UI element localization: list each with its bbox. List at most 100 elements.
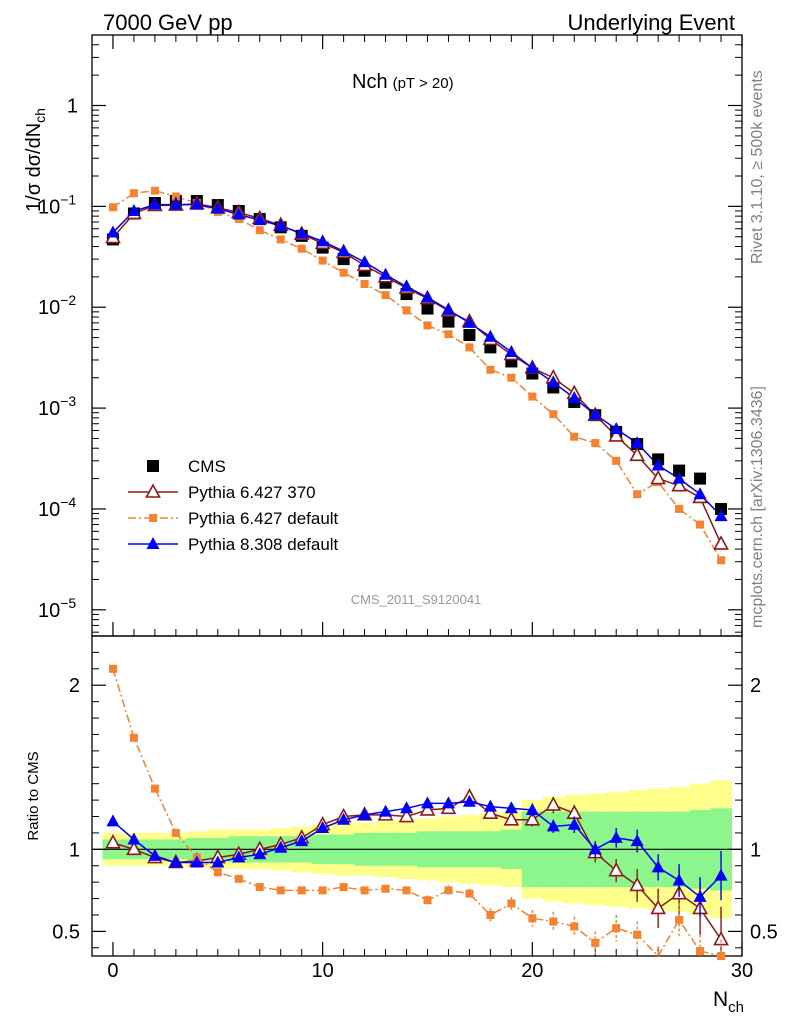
ratio-point-pythia-6-427-default (444, 886, 453, 895)
ratio-point-pythia-8-308-default (504, 801, 518, 814)
plot-title: Nch (pT > 20) (352, 71, 454, 93)
x-tick-label: 10 (312, 960, 334, 982)
legend-marker-pythia-8-308-default (146, 537, 160, 549)
lower-axes: 0.5 0.5 1 1 2 2 (52, 651, 778, 949)
upper-point-pythia-8-308-default (546, 375, 560, 388)
upper-point-pythia-6-427-default (402, 306, 411, 315)
upper-point-cms (442, 315, 455, 328)
ratio-tick-label-right: 2 (750, 675, 761, 697)
ratio-point-pythia-8-308-default (337, 812, 351, 825)
ratio-point-pythia-6-427-370 (650, 899, 666, 915)
ratio-point-pythia-6-427-default (150, 784, 159, 793)
upper-point-pythia-8-308-default (379, 267, 393, 280)
uncertainty-bands (92, 780, 742, 919)
ratio-point-pythia-8-308-default (400, 801, 414, 814)
lower-series (105, 664, 729, 960)
ratio-point-pythia-8-308-default (567, 817, 581, 830)
upper-point-pythia-8-308-default (127, 203, 141, 216)
ratio-point-pythia-8-308-default (651, 860, 665, 873)
ratio-point-pythia-6-427-default (276, 886, 285, 895)
upper-point-pythia-6-427-default (150, 186, 159, 195)
ratio-point-pythia-8-308-default (211, 855, 225, 868)
ratio-point-pythia-6-427-default (528, 914, 537, 923)
upper-point-pythia-8-308-default (504, 344, 518, 357)
process-label: Underlying Event (567, 10, 735, 35)
ratio-point-pythia-6-427-default (696, 947, 705, 956)
upper-point-pythia-6-427-370 (671, 477, 687, 492)
upper-point-pythia-8-308-default (169, 197, 183, 210)
upper-point-pythia-6-427-default (675, 504, 684, 513)
ratio-point-pythia-8-308-default (379, 804, 393, 817)
upper-point-pythia-8-308-default (358, 255, 372, 268)
legend: CMS Pythia 6.427 370 Pythia 6.427 default P… (128, 457, 339, 554)
ratio-point-pythia-6-427-default (381, 884, 390, 893)
upper-point-pythia-6-427-default (549, 410, 558, 419)
upper-point-pythia-8-308-default (274, 218, 288, 231)
upper-point-cms (463, 329, 476, 342)
ratio-point-pythia-8-308-default (358, 807, 372, 820)
upper-point-pythia-8-308-default (148, 197, 162, 210)
ratio-tick-label: 0.5 (52, 921, 80, 943)
ratio-point-pythia-8-308-default (672, 873, 686, 886)
y-tick-label: 10−4 (38, 494, 76, 521)
ratio-point-pythia-8-308-default (630, 834, 644, 847)
upper-point-pythia-6-427-default (129, 189, 138, 198)
ratio-point-pythia-8-308-default (190, 855, 204, 868)
upper-point-pythia-6-427-370 (608, 427, 625, 442)
upper-point-pythia-8-308-default (525, 360, 539, 373)
y-tick-label: 10−1 (38, 191, 76, 218)
upper-point-pythia-6-427-default (360, 279, 369, 288)
ratio-point-pythia-8-308-default (274, 840, 288, 853)
upper-point-pythia-6-427-370 (713, 535, 729, 550)
legend-marker-pythia-6-427-370 (145, 483, 161, 498)
y-tick-label: 1 (67, 95, 78, 117)
upper-point-pythia-6-427-default (696, 520, 705, 529)
mcplots-label: mcplots.cern.ch [arXiv:1306.3436] (749, 386, 766, 628)
ratio-point-pythia-8-308-default (148, 848, 162, 861)
upper-point-pythia-6-427-default (591, 439, 600, 448)
ratio-tick-label: 1 (69, 839, 80, 861)
x-axis: 0 10 20 30 (107, 35, 753, 982)
ratio-point-pythia-6-427-default (171, 828, 180, 837)
upper-point-pythia-6-427-default (339, 268, 348, 277)
ratio-point-pythia-8-308-default (169, 855, 183, 868)
ratio-tick-label-right: 0.5 (750, 921, 778, 943)
upper-point-pythia-6-427-default (507, 373, 516, 382)
ratio-point-pythia-6-427-370 (608, 861, 625, 877)
ratio-point-pythia-6-427-default (549, 917, 558, 926)
upper-point-pythia-8-308-default (609, 422, 623, 435)
upper-line-pythia-6-427-default (112, 189, 722, 561)
ratio-point-pythia-6-427-370 (545, 796, 562, 811)
rivet-label: Rivet 3.1.10, ≥ 500k events (749, 70, 766, 264)
ratio-point-pythia-6-427-default (318, 886, 327, 895)
ratio-point-pythia-8-308-default (316, 821, 330, 833)
upper-series (105, 186, 729, 565)
ratio-point-pythia-8-308-default (253, 847, 267, 860)
upper-point-pythia-6-427-default (108, 203, 117, 212)
ratio-point-pythia-6-427-370 (629, 876, 646, 892)
upper-point-pythia-6-427-default (444, 330, 453, 339)
ratio-point-pythia-6-427-default (465, 889, 474, 898)
upper-point-pythia-8-308-default (190, 197, 204, 210)
ratio-tick-label: 2 (69, 675, 80, 697)
upper-point-pythia-8-308-default (672, 471, 686, 484)
upper-point-pythia-6-427-370 (629, 446, 646, 462)
upper-point-cms (337, 253, 350, 266)
ratio-point-pythia-6-427-default (570, 922, 579, 931)
x-tick-label: 0 (107, 960, 118, 982)
upper-point-pythia-8-308-default (441, 302, 455, 315)
ratio-point-pythia-6-427-370 (713, 930, 729, 946)
upper-point-pythia-6-427-default (528, 392, 537, 401)
ratio-point-pythia-8-308-default (609, 830, 623, 843)
y-tick-label: 10−2 (38, 292, 76, 319)
upper-point-pythia-6-427-default (276, 235, 285, 244)
ratio-point-pythia-6-427-default (486, 910, 495, 919)
ratio-point-pythia-8-308-default (588, 842, 602, 855)
ratio-point-pythia-8-308-default (295, 834, 309, 847)
upper-point-pythia-6-427-370 (650, 469, 666, 485)
ratio-point-pythia-6-427-default (612, 924, 621, 933)
upper-point-pythia-8-308-default (567, 390, 581, 403)
ratio-point-pythia-6-427-default (423, 896, 432, 905)
upper-ylabel: 1/σ dσ/dNch (23, 108, 48, 212)
upper-point-cms (421, 302, 434, 315)
